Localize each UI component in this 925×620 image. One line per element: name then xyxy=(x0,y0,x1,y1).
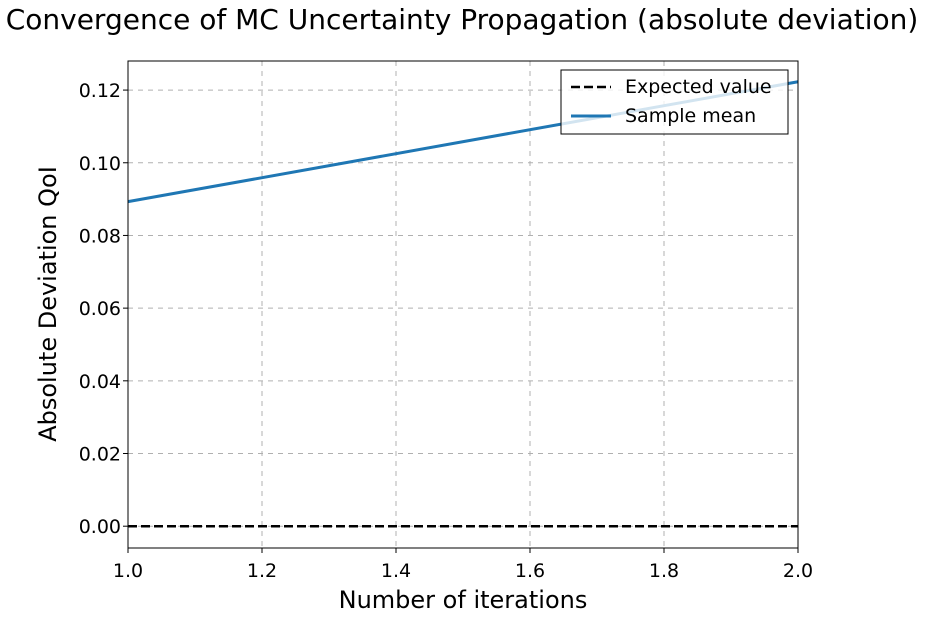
y-tick-label: 0.02 xyxy=(79,444,121,466)
chart-title: Convergence of MC Uncertainty Propagatio… xyxy=(6,3,919,36)
legend-label-sample-mean: Sample mean xyxy=(625,105,756,127)
x-tick-label: 1.2 xyxy=(247,560,277,582)
x-tick-label: 1.4 xyxy=(381,560,411,582)
series-layer xyxy=(127,80,799,528)
legend-box xyxy=(560,69,789,135)
y-tick-label: 0.08 xyxy=(79,225,121,247)
x-tick-label: 1.6 xyxy=(515,560,545,582)
legend-label-expected-value: Expected value xyxy=(625,76,772,98)
x-axis-label: Number of iterations xyxy=(339,586,588,614)
y-tick-label: 0.00 xyxy=(79,516,121,538)
grid-layer xyxy=(128,61,798,548)
y-tick-label: 0.06 xyxy=(79,298,121,320)
y-tick-label: 0.10 xyxy=(79,153,121,175)
y-axis-label: Absolute Deviation QoI xyxy=(34,166,62,442)
x-tick-label: 2.0 xyxy=(783,560,813,582)
y-tick-label: 0.04 xyxy=(79,371,121,393)
legend: Expected value Sample mean xyxy=(560,69,789,135)
x-tick-label: 1.0 xyxy=(113,560,143,582)
tick-layer: 1.0 1.2 1.4 1.6 1.8 2.0 0.00 0.02 0.04 0.06 0.08 0.… xyxy=(79,80,813,582)
plot-frame xyxy=(127,60,799,549)
y-tick-label: 0.12 xyxy=(79,80,121,102)
x-tick-label: 1.8 xyxy=(649,560,679,582)
